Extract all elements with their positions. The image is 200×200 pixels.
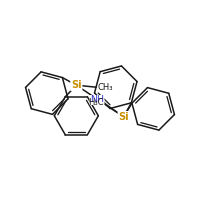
Text: CH₃: CH₃ bbox=[97, 83, 113, 92]
Text: NH: NH bbox=[90, 96, 104, 104]
Text: Si: Si bbox=[71, 80, 82, 90]
Text: H₃C: H₃C bbox=[88, 98, 103, 107]
Text: Si: Si bbox=[118, 112, 129, 122]
